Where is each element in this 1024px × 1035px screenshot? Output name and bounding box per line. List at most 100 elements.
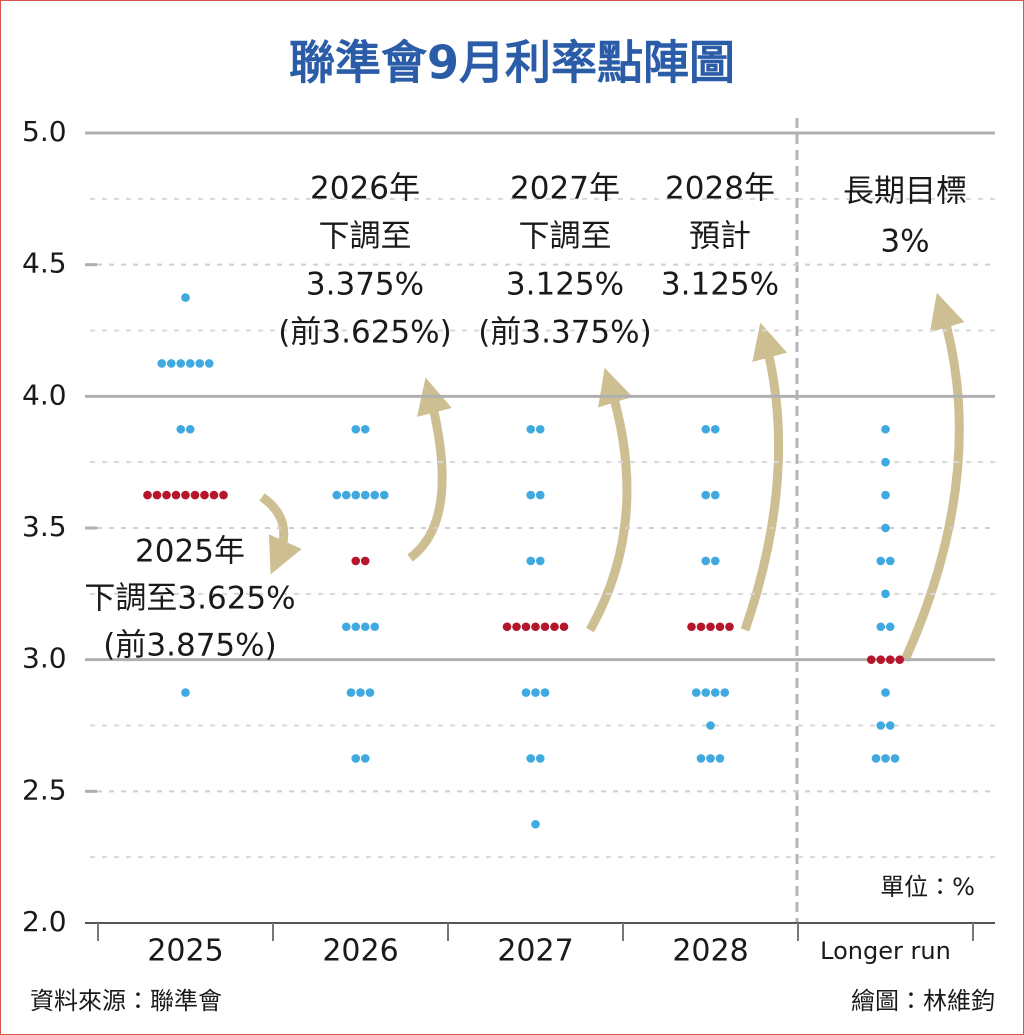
dot — [535, 556, 545, 566]
annotation: 3% — [880, 224, 929, 260]
dot — [885, 655, 895, 664]
dot — [710, 490, 720, 500]
credit: 繪圖：林維鈞 — [851, 987, 995, 1015]
y-tick-label: 5.0 — [22, 115, 67, 148]
dot — [876, 721, 886, 730]
dot — [162, 490, 171, 500]
dot — [701, 688, 711, 697]
dot — [701, 424, 711, 434]
dot — [195, 359, 205, 368]
arrow — [740, 322, 788, 632]
unit-label: 單位：% — [880, 873, 975, 901]
y-tick-label: 2.5 — [22, 773, 67, 806]
dot — [185, 424, 195, 434]
dot — [360, 754, 370, 763]
arrow — [259, 493, 302, 575]
y-tick-label: 2.0 — [22, 905, 67, 938]
annotation: (前3.375%) — [478, 315, 651, 351]
annotation: 3.375% — [306, 267, 424, 303]
dot — [885, 622, 895, 632]
dot — [715, 622, 725, 632]
dot — [526, 754, 536, 763]
dot — [502, 622, 512, 632]
annotation: 3.125% — [506, 267, 624, 303]
dot — [341, 490, 351, 500]
annotation: 下調至 — [519, 219, 612, 255]
dot — [360, 490, 370, 500]
arrow — [900, 292, 965, 662]
dot — [351, 622, 361, 632]
dot — [181, 293, 190, 302]
x-tick-label: 2028 — [672, 934, 748, 969]
dot — [360, 622, 370, 632]
dot — [351, 556, 361, 566]
dot — [885, 556, 895, 566]
annotation: (前3.625%) — [278, 315, 451, 351]
dot — [512, 622, 521, 632]
x-tick-label: 2027 — [497, 934, 573, 969]
dot — [379, 490, 389, 500]
dot — [521, 622, 531, 632]
dot — [691, 688, 701, 697]
dot — [204, 359, 214, 368]
dot — [725, 622, 734, 632]
dot — [710, 688, 720, 697]
dot — [181, 688, 190, 697]
source: 資料來源：聯準會 — [30, 987, 222, 1015]
dot — [710, 556, 720, 566]
dot — [176, 359, 186, 368]
dot — [535, 490, 545, 500]
dot — [531, 819, 540, 829]
dot — [881, 754, 890, 763]
dot — [351, 754, 361, 763]
dot — [876, 655, 886, 664]
dot — [550, 622, 559, 632]
dot — [701, 556, 711, 566]
dot — [360, 556, 370, 566]
dot — [143, 490, 152, 500]
annotation: 預計 — [689, 219, 751, 255]
dot — [881, 457, 890, 467]
dot — [351, 424, 361, 434]
dot — [876, 556, 886, 566]
annotation: 下調至3.625% — [84, 581, 295, 617]
dot — [696, 754, 706, 763]
dot — [720, 688, 730, 697]
dot — [895, 655, 905, 664]
dot — [370, 490, 380, 500]
x-tick-label: 2026 — [322, 934, 398, 969]
dot — [535, 754, 545, 763]
dot — [535, 424, 545, 434]
dot — [190, 490, 200, 500]
dot — [866, 655, 876, 664]
dot — [701, 490, 711, 500]
dot — [356, 688, 365, 697]
dot — [341, 622, 351, 632]
annotation: 2026年 — [310, 171, 420, 207]
dot — [710, 424, 720, 434]
dot — [152, 490, 162, 500]
x-tick-label: 2025 — [147, 934, 223, 969]
dot — [531, 622, 540, 632]
dot — [881, 523, 890, 533]
dot — [876, 622, 886, 632]
annotation: 2028年 — [665, 171, 775, 207]
annotation: 3.125% — [661, 267, 779, 303]
annotation: 長期目標 — [843, 174, 967, 210]
y-tick-label: 3.0 — [22, 642, 67, 675]
dot — [351, 490, 361, 500]
dot — [687, 622, 696, 632]
chart-title: 聯準會9月利率點陣圖 — [289, 36, 735, 90]
arrow — [586, 367, 633, 633]
annotation: 2025年 — [135, 534, 245, 570]
arrows — [259, 292, 965, 662]
dot — [706, 622, 715, 632]
dot — [346, 688, 356, 697]
annotation: 下調至 — [319, 219, 412, 255]
dot — [181, 490, 190, 500]
dot — [871, 754, 881, 763]
annotation: (前3.875%) — [103, 628, 276, 664]
dot — [157, 359, 167, 368]
